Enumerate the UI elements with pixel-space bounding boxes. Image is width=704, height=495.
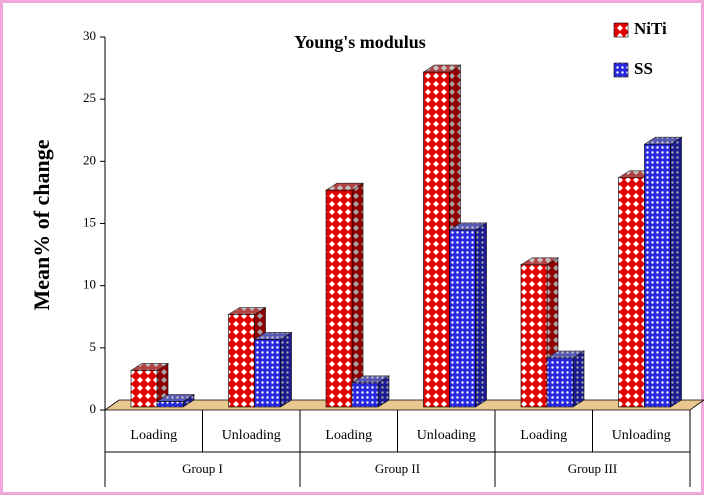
- bar: [325, 189, 353, 408]
- x-tick-label: Unloading: [417, 428, 476, 443]
- y-tick-label: 25: [83, 90, 96, 105]
- bar-side-shade: [475, 222, 487, 407]
- legend-swatch: [613, 22, 629, 38]
- bar: [423, 71, 450, 408]
- group-label: Group I: [182, 461, 223, 476]
- bar-top-shade: [449, 222, 487, 230]
- bar-top-shade: [352, 375, 389, 383]
- legend-swatch: [613, 62, 629, 78]
- x-tick-label: Loading: [520, 428, 567, 443]
- y-tick-label: 20: [83, 152, 96, 167]
- bar-top-shade: [521, 257, 558, 265]
- bar-top-shade: [547, 351, 584, 359]
- x-tick-label: Loading: [325, 428, 372, 443]
- y-tick-label: 5: [90, 339, 97, 354]
- x-tick-label: Unloading: [612, 428, 671, 443]
- bar-top-shade: [423, 65, 461, 73]
- bar: [351, 382, 379, 408]
- x-tick-label: Loading: [130, 428, 177, 443]
- y-tick-label: 15: [83, 214, 96, 229]
- floor: [103, 399, 704, 411]
- bar: [228, 314, 255, 408]
- y-tick-label: 0: [90, 401, 97, 416]
- bar: [156, 401, 184, 408]
- y-tick-label: 10: [83, 277, 96, 292]
- legend-label: SS: [634, 59, 653, 78]
- bar-side-shade: [280, 332, 292, 407]
- bar-side-shade: [352, 183, 363, 407]
- bar-top-shade: [131, 363, 168, 371]
- bar-top-shade: [644, 137, 682, 145]
- x-tick-label: Unloading: [222, 428, 281, 443]
- bar: [254, 339, 281, 408]
- y-tick-label: 30: [83, 28, 96, 43]
- bar: [644, 143, 671, 408]
- bar: [130, 370, 158, 408]
- chart-title: Young's modulus: [294, 32, 426, 52]
- group-label: Group II: [375, 461, 420, 476]
- y-axis-label: Mean% of change: [29, 139, 54, 310]
- bar-side-shade: [670, 137, 682, 408]
- bar: [449, 229, 476, 408]
- bar-top-shade: [326, 183, 363, 191]
- bar-top-shade: [228, 307, 266, 315]
- bar-top-shade: [254, 332, 292, 340]
- legend-label: NiTi: [634, 19, 667, 38]
- group-label: Group III: [568, 461, 617, 476]
- bar-side-shade: [183, 394, 194, 407]
- bar-side-shade: [573, 351, 584, 407]
- bar-side-shade: [378, 375, 389, 407]
- bar: [520, 264, 548, 408]
- bar: [546, 357, 574, 408]
- bar: [618, 177, 645, 408]
- bar-top-shade: [157, 394, 194, 402]
